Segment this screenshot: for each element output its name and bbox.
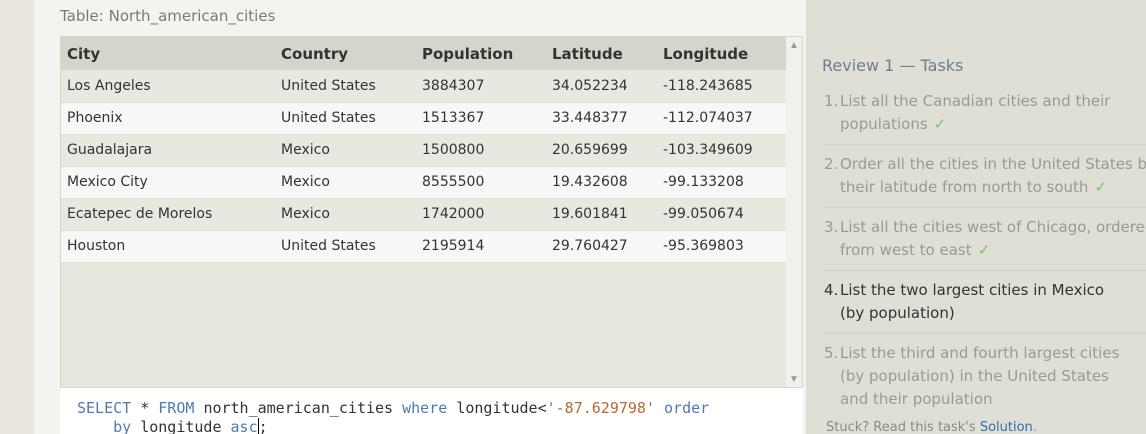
task-text: List the two largest cities in Mexico (b… — [840, 281, 1105, 322]
cell-longitude: -99.050674 — [657, 198, 788, 231]
task-item: 3. List all the cities west of Chicago, … — [824, 216, 1146, 271]
task-list: 1. List all the Canadian cities and thei… — [824, 90, 1146, 427]
sql-keyword: by — [113, 418, 132, 434]
sql-keyword: FROM — [158, 399, 195, 417]
cell-city: Phoenix — [61, 102, 275, 135]
task-item: 2. Order all the cities in the United St… — [824, 153, 1146, 208]
table-row: Guadalajara Mexico 1500800 20.659699 -10… — [61, 134, 788, 167]
cell-longitude: -112.074037 — [657, 102, 788, 135]
cell-latitude: 19.432608 — [546, 166, 657, 199]
cell-population: 2195914 — [416, 230, 546, 263]
cell-population: 8555500 — [416, 166, 546, 199]
cell-latitude: 19.601841 — [546, 198, 657, 231]
left-margin — [0, 0, 34, 434]
cell-country: United States — [275, 70, 416, 103]
results-table: City Country Population Latitude Longitu… — [61, 37, 788, 263]
stuck-text: Stuck? Read this task's — [826, 420, 976, 434]
sql-token: north_american_cities — [203, 399, 394, 417]
cell-country: Mexico — [275, 166, 416, 199]
sql-string: '-87.629798' — [546, 399, 655, 417]
text-cursor — [257, 418, 259, 434]
column-header-population: Population — [416, 37, 546, 70]
stuck-period: . — [1032, 420, 1037, 434]
cell-latitude: 20.659699 — [546, 134, 657, 167]
cell-longitude: -118.243685 — [657, 70, 788, 103]
panel-title: Review 1 — Tasks — [822, 56, 964, 75]
task-number: 3. — [824, 218, 839, 236]
table-row: Ecatepec de Morelos Mexico 1742000 19.60… — [61, 198, 788, 231]
sql-token: * — [140, 399, 150, 417]
cell-country: United States — [275, 230, 416, 263]
checkmark-icon: ✓ — [977, 241, 991, 259]
task-item-active[interactable]: 4. List the two largest cities in Mexico… — [824, 279, 1146, 334]
table-row: Los Angeles United States 3884307 34.052… — [61, 70, 788, 103]
cell-population: 1513367 — [416, 102, 546, 135]
cell-latitude: 33.448377 — [546, 102, 657, 135]
task-text: List all the cities west of Chicago, ord… — [840, 218, 1146, 259]
table-scrollbar[interactable]: ▲ ▼ — [786, 37, 802, 387]
checkmark-icon: ✓ — [933, 115, 947, 133]
task-number: 5. — [824, 344, 839, 362]
sql-keyword: asc — [230, 418, 258, 434]
task-number: 2. — [824, 155, 839, 173]
task-text: List all the Canadian cities and their p… — [840, 92, 1111, 133]
sql-token: longitude< — [456, 399, 547, 417]
task-number: 4. — [824, 281, 839, 299]
table-row: Phoenix United States 1513367 33.448377 … — [61, 102, 788, 135]
stuck-hint: Stuck? Read this task's Solution. — [826, 420, 1037, 434]
table-row: Houston United States 2195914 29.760427 … — [61, 230, 788, 263]
checkmark-icon: ✓ — [1094, 178, 1108, 196]
sql-keyword: order — [664, 399, 710, 417]
column-header-city: City — [61, 37, 275, 70]
cell-population: 3884307 — [416, 70, 546, 103]
column-header-latitude: Latitude — [546, 37, 657, 70]
tasks-panel: Review 1 — Tasks 1. List all the Canadia… — [806, 0, 1146, 434]
cell-longitude: -95.369803 — [657, 230, 788, 263]
cell-population: 1742000 — [416, 198, 546, 231]
cell-city: Ecatepec de Morelos — [61, 198, 275, 231]
task-text: Order all the cities in the United State… — [840, 155, 1146, 196]
task-text: List the third and fourth largest cities… — [840, 344, 1120, 408]
cell-country: United States — [275, 102, 416, 135]
cell-city: Houston — [61, 230, 275, 263]
cell-longitude: -103.349609 — [657, 134, 788, 167]
cell-country: Mexico — [275, 134, 416, 167]
cell-population: 1500800 — [416, 134, 546, 167]
cell-longitude: -99.133208 — [657, 166, 788, 199]
task-item: 1. List all the Canadian cities and thei… — [824, 90, 1146, 145]
cell-city: Mexico City — [61, 166, 275, 199]
table-header-row: City Country Population Latitude Longitu… — [61, 37, 788, 70]
scroll-down-arrow-icon[interactable]: ▼ — [789, 374, 799, 385]
column-header-country: Country — [275, 37, 416, 70]
sql-token: longitude — [140, 418, 222, 434]
task-item: 5. List the third and fourth largest cit… — [824, 342, 1146, 419]
cell-latitude: 29.760427 — [546, 230, 657, 263]
cell-latitude: 34.052234 — [546, 70, 657, 103]
table-caption: Table: North_american_cities — [60, 7, 276, 25]
column-header-longitude: Longitude — [657, 37, 788, 70]
cell-city: Los Angeles — [61, 70, 275, 103]
solution-link[interactable]: Solution — [979, 420, 1033, 434]
results-table-container: City Country Population Latitude Longitu… — [60, 36, 803, 388]
sql-token: ; — [258, 418, 268, 434]
task-number: 1. — [824, 92, 839, 110]
scroll-up-arrow-icon[interactable]: ▲ — [789, 40, 799, 51]
sql-query-editor[interactable]: SELECT * FROM north_american_cities wher… — [60, 388, 803, 434]
cell-country: Mexico — [275, 198, 416, 231]
table-row: Mexico City Mexico 8555500 19.432608 -99… — [61, 166, 788, 199]
sql-keyword: where — [402, 399, 448, 417]
cell-city: Guadalajara — [61, 134, 275, 167]
sql-keyword: SELECT — [77, 399, 132, 417]
